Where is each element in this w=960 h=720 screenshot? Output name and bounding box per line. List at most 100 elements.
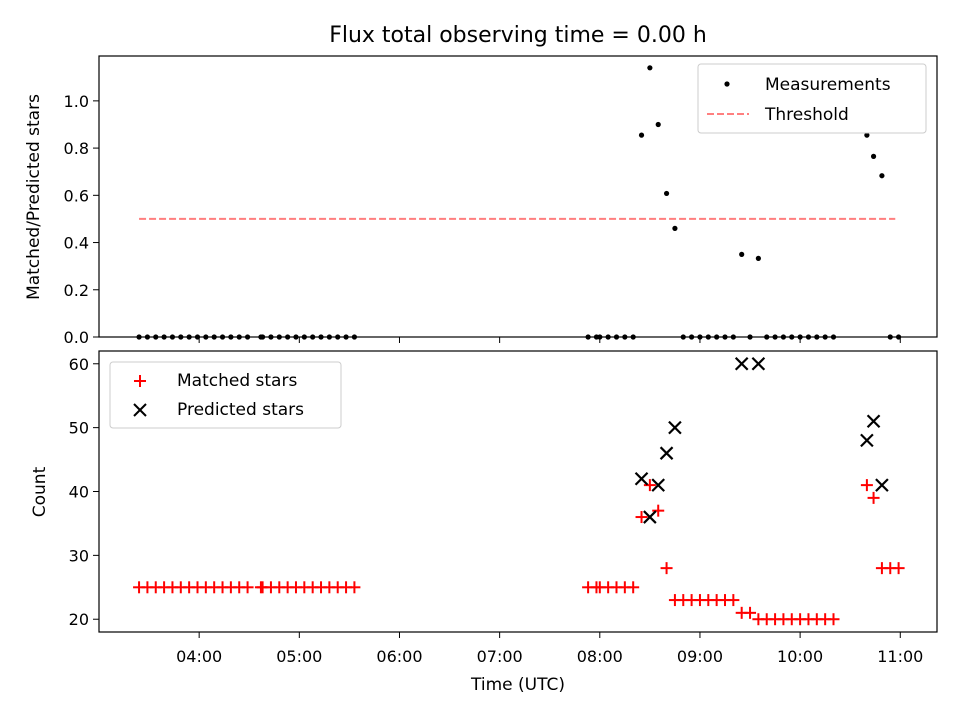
- measurement-point: [169, 334, 176, 340]
- measurement-point: [663, 190, 670, 197]
- bottom-y-tick-label: 30: [69, 546, 89, 565]
- measurement-point: [211, 334, 217, 340]
- measurement-point: [276, 334, 282, 340]
- measurement-point: [597, 334, 603, 340]
- matched-star-point: [867, 491, 880, 504]
- bottom-x-tick-label: 06:00: [376, 647, 422, 666]
- measurement-point: [178, 334, 184, 340]
- top-plot-frame: [98, 55, 938, 338]
- measurement-point: [153, 334, 159, 340]
- measurement-point: [780, 334, 787, 340]
- bottom-x-tick-label: 05:00: [276, 647, 322, 666]
- bottom-x-tick-label: 09:00: [677, 647, 723, 666]
- measurement-point: [259, 334, 266, 340]
- measurement-point: [228, 334, 234, 340]
- measurement-point: [655, 121, 661, 128]
- top-y-axis-label: Matched/Predicted stars: [24, 94, 44, 300]
- predicted-star-point: [866, 414, 881, 429]
- measurement-point: [351, 334, 358, 340]
- predicted-star-point: [643, 510, 657, 524]
- predicted-star-point: [751, 356, 766, 371]
- measurement-point: [326, 334, 332, 340]
- matched-star-point: [744, 606, 757, 619]
- measurement-point: [705, 334, 711, 340]
- top-y-tick-label: 0.6: [64, 186, 89, 205]
- measurement-point: [722, 334, 728, 340]
- bottom-y-tick-label: 50: [69, 419, 89, 438]
- bottom-x-tick-label: 11:00: [877, 647, 923, 666]
- measurement-point: [219, 334, 226, 340]
- bottom-y-tick-label: 40: [69, 483, 89, 502]
- top-y-tick-label: 1.0: [64, 92, 89, 111]
- bottom-y-ticks: 20 30 40 50 60: [69, 355, 99, 629]
- measurement-point: [879, 173, 885, 179]
- predicted-star-point: [659, 446, 674, 460]
- top-y-tick-label: 0.2: [64, 281, 89, 300]
- bottom-plot-panel: Count Time (UTC) 20 30 40 50 60 04:00 05:00 06…: [30, 350, 938, 695]
- top-y-tick-label: 0.0: [64, 328, 89, 347]
- legend-measurements-marker: [724, 81, 730, 87]
- measurement-point: [864, 132, 870, 138]
- measurement-point: [285, 334, 291, 340]
- bottom-legend: Matched stars Predicted stars: [109, 361, 342, 429]
- measurement-point: [647, 65, 653, 71]
- matched-star-point: [627, 581, 640, 594]
- legend-matched-label: Matched stars: [177, 371, 297, 391]
- measurement-point: [680, 334, 686, 340]
- legend-predicted-marker: [133, 403, 147, 417]
- predicted-star-point: [634, 471, 649, 486]
- measurement-point: [887, 334, 893, 340]
- bottom-x-tick-label: 04:00: [176, 647, 222, 666]
- measurement-point: [343, 334, 349, 340]
- measurement-point: [293, 334, 299, 340]
- measurement-point: [144, 334, 151, 340]
- bottom-y-tick-label: 60: [69, 355, 89, 374]
- predicted-star-point: [860, 433, 874, 448]
- measurement-point: [318, 334, 324, 340]
- chart-title: Flux total observing time = 0.00 h: [329, 23, 707, 48]
- measurement-point: [194, 334, 201, 340]
- matched-star-point: [827, 613, 840, 626]
- bottom-x-tick-label: 10:00: [777, 647, 823, 666]
- measurement-point: [697, 334, 703, 340]
- bottom-x-axis-label: Time (UTC): [470, 675, 565, 695]
- measurement-point: [764, 334, 770, 340]
- measurement-point: [161, 334, 167, 340]
- measurement-point: [244, 334, 251, 340]
- matched-star-point: [635, 511, 648, 524]
- measurement-point: [335, 334, 341, 340]
- measurement-point: [186, 334, 192, 340]
- measurement-point: [805, 334, 812, 340]
- matched-star-point: [860, 479, 873, 492]
- measurement-point: [714, 334, 720, 340]
- predicted-star-point: [875, 478, 889, 492]
- measurement-point: [585, 334, 591, 340]
- measurement-point: [822, 334, 828, 340]
- matched-star-point: [348, 581, 361, 594]
- measurement-point: [605, 334, 611, 340]
- matched-star-point: [727, 594, 740, 607]
- measurement-point: [814, 334, 820, 340]
- measurement-point: [789, 334, 795, 340]
- measurement-point: [638, 132, 645, 138]
- measurement-point: [730, 334, 736, 340]
- measurement-point: [830, 334, 837, 340]
- matched-star-point: [652, 504, 665, 517]
- measurement-point: [870, 153, 877, 159]
- bottom-y-axis-label: Count: [30, 466, 50, 517]
- measurement-point: [739, 251, 745, 257]
- matched-star-point: [241, 581, 254, 594]
- top-y-ticks: 0.0 0.2 0.4 0.6 0.8 1.0: [64, 92, 99, 347]
- measurement-point: [689, 334, 695, 340]
- bottom-y-tick-label: 20: [69, 610, 89, 629]
- top-legend-box: [697, 63, 927, 134]
- measurement-point: [755, 255, 761, 261]
- bottom-x-tick-label: 08:00: [577, 647, 623, 666]
- measurement-point: [672, 225, 678, 231]
- bottom-legend-box: [109, 361, 342, 429]
- measurement-point: [747, 334, 753, 340]
- top-legend: Measurements Threshold: [697, 63, 927, 134]
- measurement-point: [136, 334, 142, 340]
- predicted-star-point: [734, 356, 749, 371]
- measurement-point: [268, 334, 274, 340]
